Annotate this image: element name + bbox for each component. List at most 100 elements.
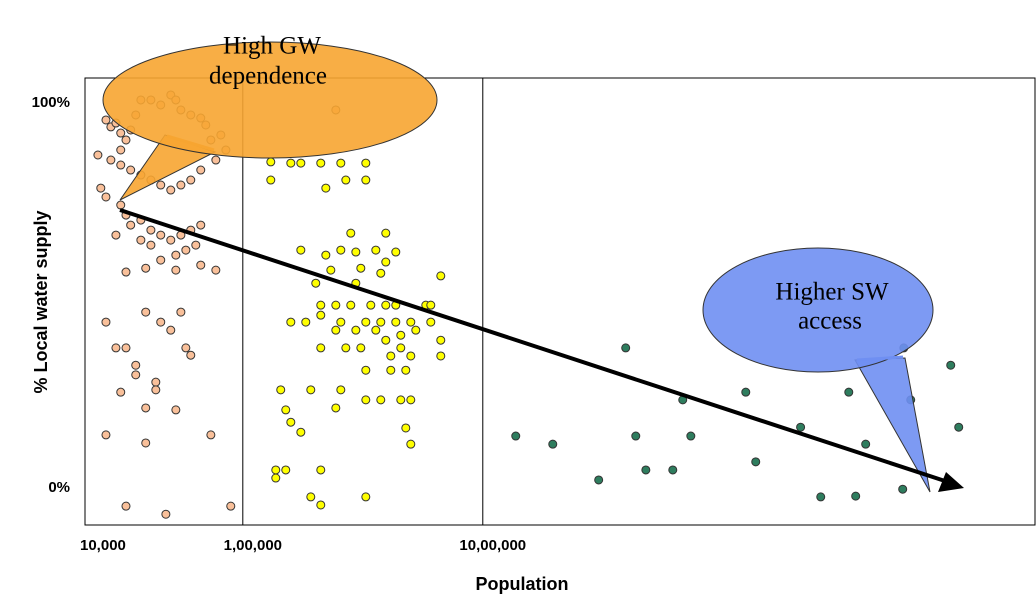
point bbox=[361, 492, 371, 502]
trend-arrow bbox=[119, 208, 964, 492]
arrow-shaft bbox=[119, 208, 946, 483]
ticks: 10,000 1,00,000 10,00,000 100% 0% bbox=[32, 94, 527, 554]
point bbox=[166, 235, 176, 245]
point bbox=[116, 160, 126, 170]
point bbox=[111, 343, 121, 353]
point bbox=[401, 365, 411, 375]
point bbox=[116, 128, 126, 138]
point bbox=[116, 145, 126, 155]
point bbox=[321, 250, 331, 260]
point bbox=[301, 317, 311, 327]
point bbox=[126, 165, 136, 175]
callout-text: access bbox=[798, 308, 862, 335]
point bbox=[361, 317, 371, 327]
point bbox=[361, 365, 371, 375]
callout-bubble bbox=[702, 247, 934, 373]
point bbox=[271, 473, 281, 483]
point bbox=[286, 317, 296, 327]
x-tick-label: 10,000 bbox=[80, 537, 126, 554]
plot-frame bbox=[84, 77, 1036, 526]
point bbox=[376, 317, 386, 327]
sw-callout: Higher SW access bbox=[702, 247, 934, 493]
point bbox=[281, 405, 291, 415]
point bbox=[141, 307, 151, 317]
point bbox=[141, 403, 151, 413]
point bbox=[336, 385, 346, 395]
point bbox=[406, 439, 416, 449]
point bbox=[336, 245, 346, 255]
point bbox=[121, 135, 131, 145]
point bbox=[166, 325, 176, 335]
point bbox=[176, 307, 186, 317]
point bbox=[266, 175, 276, 185]
point bbox=[371, 325, 381, 335]
point bbox=[331, 325, 341, 335]
point bbox=[336, 317, 346, 327]
point bbox=[436, 351, 446, 361]
point bbox=[111, 230, 121, 240]
point bbox=[121, 501, 131, 511]
point bbox=[306, 385, 316, 395]
point bbox=[361, 175, 371, 185]
point bbox=[316, 300, 326, 310]
point bbox=[151, 377, 161, 387]
point bbox=[356, 263, 366, 273]
point bbox=[146, 225, 156, 235]
point bbox=[336, 158, 346, 168]
point bbox=[106, 155, 116, 165]
point bbox=[93, 150, 103, 160]
point bbox=[186, 175, 196, 185]
point bbox=[166, 185, 176, 195]
point bbox=[381, 300, 391, 310]
point bbox=[171, 250, 181, 260]
point bbox=[326, 265, 336, 275]
point bbox=[351, 247, 361, 257]
point bbox=[286, 417, 296, 427]
point bbox=[511, 431, 521, 441]
point bbox=[101, 430, 111, 440]
point bbox=[371, 245, 381, 255]
point bbox=[316, 158, 326, 168]
point bbox=[396, 343, 406, 353]
x-tick-label: 10,00,000 bbox=[459, 537, 526, 554]
point bbox=[851, 491, 861, 501]
point bbox=[186, 350, 196, 360]
point bbox=[361, 158, 371, 168]
y-tick-label: 100% bbox=[32, 94, 70, 111]
point bbox=[131, 370, 141, 380]
point bbox=[741, 387, 751, 397]
point bbox=[844, 387, 854, 397]
point bbox=[381, 335, 391, 345]
point bbox=[311, 278, 321, 288]
point bbox=[136, 235, 146, 245]
arrow-head bbox=[938, 472, 964, 492]
callout-text: Higher SW bbox=[775, 279, 889, 306]
point bbox=[861, 439, 871, 449]
point bbox=[161, 509, 171, 519]
point bbox=[211, 155, 221, 165]
point bbox=[196, 165, 206, 175]
callout-text: High GW bbox=[223, 33, 321, 60]
point bbox=[426, 300, 436, 310]
point bbox=[548, 439, 558, 449]
point bbox=[306, 492, 316, 502]
point bbox=[386, 365, 396, 375]
point bbox=[361, 395, 371, 405]
point bbox=[406, 317, 416, 327]
points bbox=[93, 90, 964, 519]
point bbox=[101, 317, 111, 327]
point bbox=[668, 465, 678, 475]
point bbox=[316, 343, 326, 353]
point bbox=[266, 157, 276, 167]
point bbox=[796, 422, 806, 432]
x-tick-label: 1,00,000 bbox=[224, 537, 282, 554]
point bbox=[271, 465, 281, 475]
callout-join bbox=[166, 134, 215, 152]
point bbox=[286, 158, 296, 168]
point bbox=[171, 265, 181, 275]
point bbox=[126, 220, 136, 230]
point bbox=[411, 325, 421, 335]
gw-callout: High GW dependence bbox=[102, 33, 438, 201]
point bbox=[156, 230, 166, 240]
callout-bubble bbox=[102, 41, 438, 159]
